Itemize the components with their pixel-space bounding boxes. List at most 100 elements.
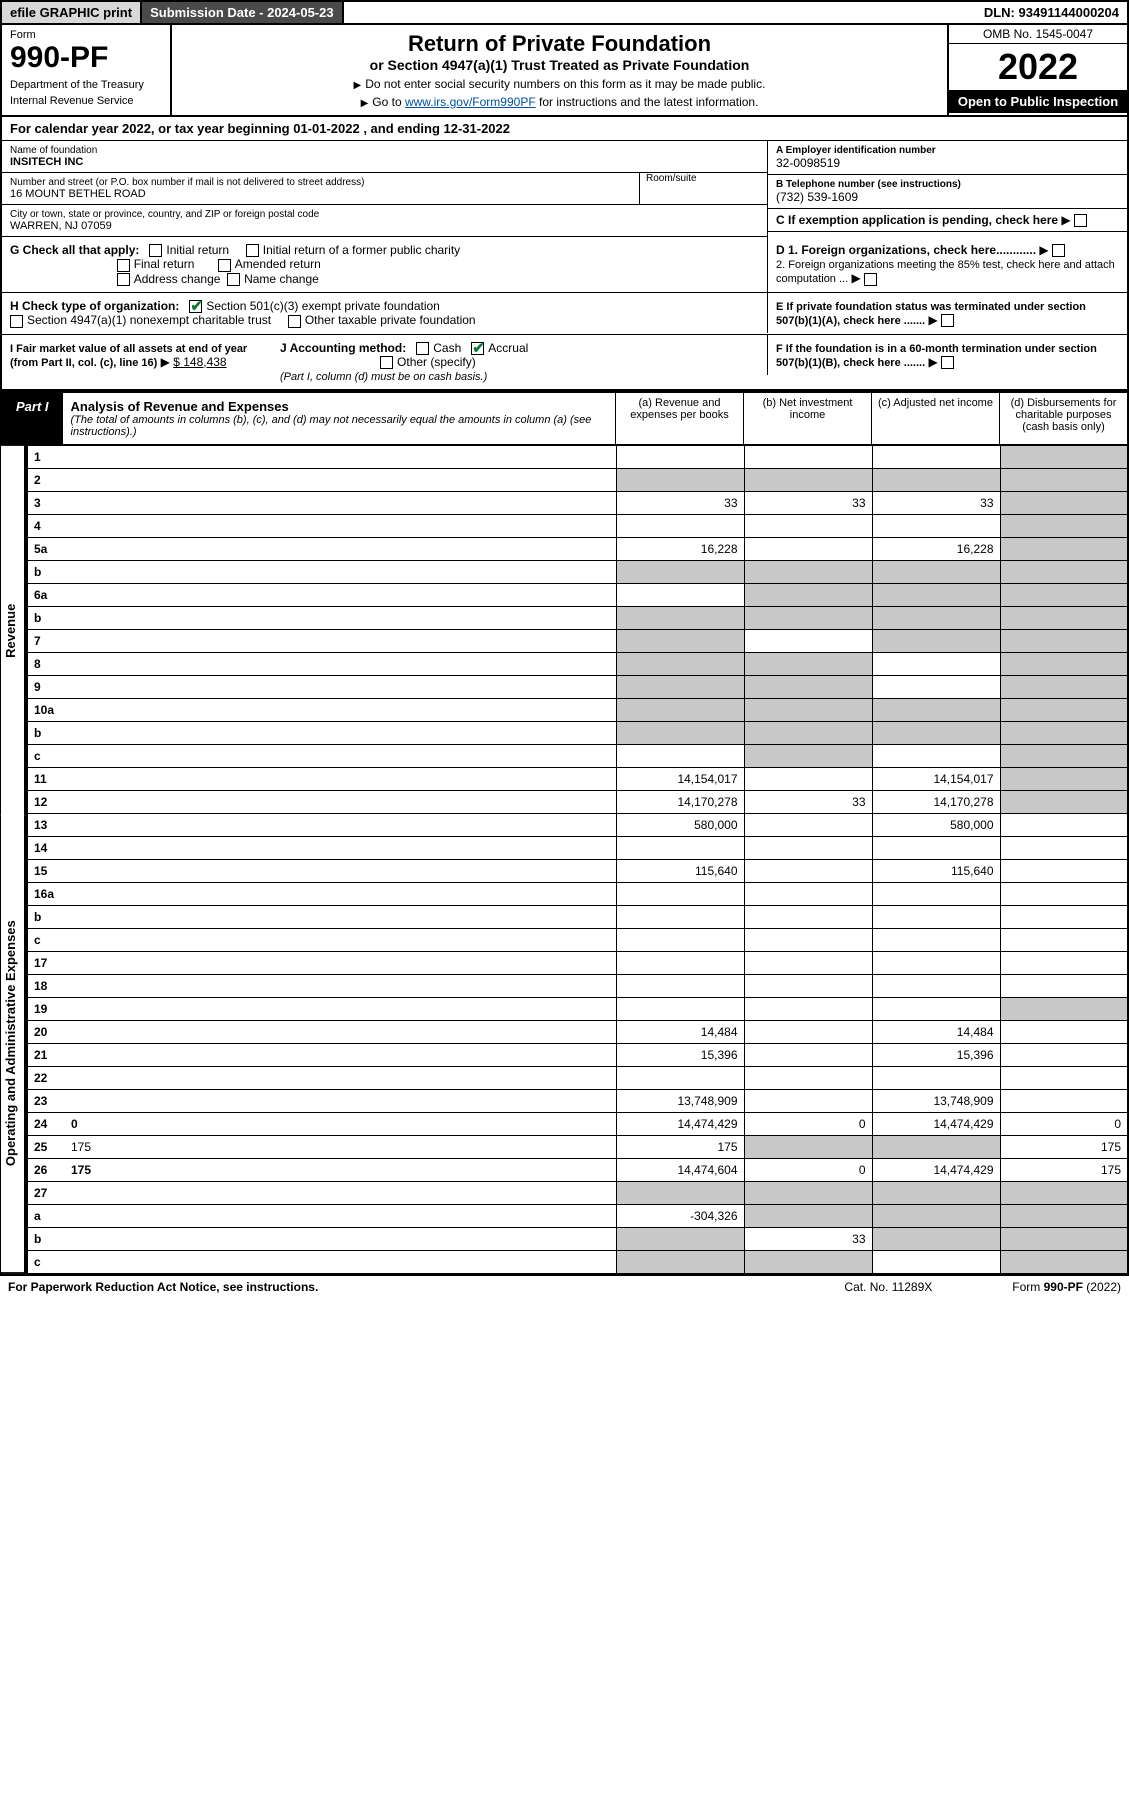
row-desc [65,883,616,906]
form-link[interactable]: www.irs.gov/Form990PF [405,95,536,109]
row-col-c [872,745,1000,768]
row-col-c [872,837,1000,860]
table-row: 16a [27,883,1128,906]
footer-left: For Paperwork Reduction Act Notice, see … [8,1280,318,1294]
row-col-c [872,607,1000,630]
row-num: c [27,1251,65,1275]
row-col-d [1000,446,1128,469]
row-col-c [872,906,1000,929]
row-num: 11 [27,768,65,791]
g-amended-checkbox[interactable] [218,259,231,272]
row-col-c [872,998,1000,1021]
j-cash-checkbox[interactable] [416,342,429,355]
h-row: H Check type of organization: Section 50… [0,293,1129,335]
g-addr-checkbox[interactable] [117,273,130,286]
row-num: b [27,607,65,630]
row-col-d [1000,837,1128,860]
table-row: b [27,607,1128,630]
row-num: 13 [27,814,65,837]
c-checkbox[interactable] [1074,214,1087,227]
row-desc [65,722,616,745]
row-num: 15 [27,860,65,883]
row-col-b [744,1067,872,1090]
e-checkbox[interactable] [941,314,954,327]
row-desc [65,561,616,584]
row-num: 10a [27,699,65,722]
footer-right: Form 990-PF (2022) [1012,1280,1121,1294]
g-initial-checkbox[interactable] [149,244,162,257]
dln: DLN: 93491144000204 [976,2,1127,23]
table-row: 2115,39615,396 [27,1044,1128,1067]
row-num: 26 [27,1159,65,1182]
row-desc [65,630,616,653]
form-title: Return of Private Foundation [178,31,941,57]
row-col-b [744,653,872,676]
j-other-checkbox[interactable] [380,356,393,369]
row-col-d [1000,906,1128,929]
table-row: c [27,1251,1128,1275]
g-name-checkbox[interactable] [227,273,240,286]
c-cell: C If exemption application is pending, c… [768,209,1127,232]
h-other-checkbox[interactable] [288,315,301,328]
row-col-a [616,952,744,975]
row-num: 4 [27,515,65,538]
row-col-d [1000,630,1128,653]
h-4947-checkbox[interactable] [10,315,23,328]
row-col-a: -304,326 [616,1205,744,1228]
row-col-c: 14,484 [872,1021,1000,1044]
table-row: 19 [27,998,1128,1021]
row-col-d [1000,1044,1128,1067]
h-501-checkbox[interactable] [189,300,202,313]
row-col-c [872,1136,1000,1159]
d1-checkbox[interactable] [1052,244,1065,257]
row-col-b [744,1021,872,1044]
row-col-d [1000,768,1128,791]
row-desc [65,975,616,998]
row-col-c [872,515,1000,538]
table-row: 6a [27,584,1128,607]
row-col-c [872,1205,1000,1228]
row-col-a [616,1182,744,1205]
row-col-b [744,630,872,653]
row-num: c [27,929,65,952]
row-desc [65,1021,616,1044]
row-num: 9 [27,676,65,699]
row-col-b [744,883,872,906]
row-desc [65,653,616,676]
row-col-d [1000,1251,1128,1275]
table-row: 4 [27,515,1128,538]
table-row: 5a16,22816,228 [27,538,1128,561]
row-col-b [744,1090,872,1113]
row-col-b [744,607,872,630]
e-cell: E If private foundation status was termi… [767,293,1127,333]
row-col-a: 14,484 [616,1021,744,1044]
row-col-a [616,561,744,584]
row-col-b [744,929,872,952]
name-cell: Name of foundation INSITECH INC [2,141,767,173]
row-col-d [1000,722,1128,745]
row-col-c [872,722,1000,745]
row-desc: 0 [65,1113,616,1136]
f-checkbox[interactable] [941,356,954,369]
row-desc [65,584,616,607]
g-final-checkbox[interactable] [117,259,130,272]
d-cell: D 1. Foreign organizations, check here..… [767,237,1127,292]
row-desc [65,1090,616,1113]
d2-checkbox[interactable] [864,273,877,286]
row-col-a [616,929,744,952]
row-desc [65,469,616,492]
row-col-a [616,630,744,653]
row-num: 19 [27,998,65,1021]
row-col-a [616,837,744,860]
open-inspection: Open to Public Inspection [949,90,1127,113]
table-row: 10a [27,699,1128,722]
row-col-a [616,607,744,630]
g-initial-former-checkbox[interactable] [246,244,259,257]
row-col-d [1000,561,1128,584]
row-col-c [872,975,1000,998]
row-col-d: 175 [1000,1159,1128,1182]
table-row: 24014,474,429014,474,4290 [27,1113,1128,1136]
row-desc [65,860,616,883]
j-accrual-checkbox[interactable] [471,342,484,355]
g-row: G Check all that apply: Initial return I… [0,237,1129,293]
